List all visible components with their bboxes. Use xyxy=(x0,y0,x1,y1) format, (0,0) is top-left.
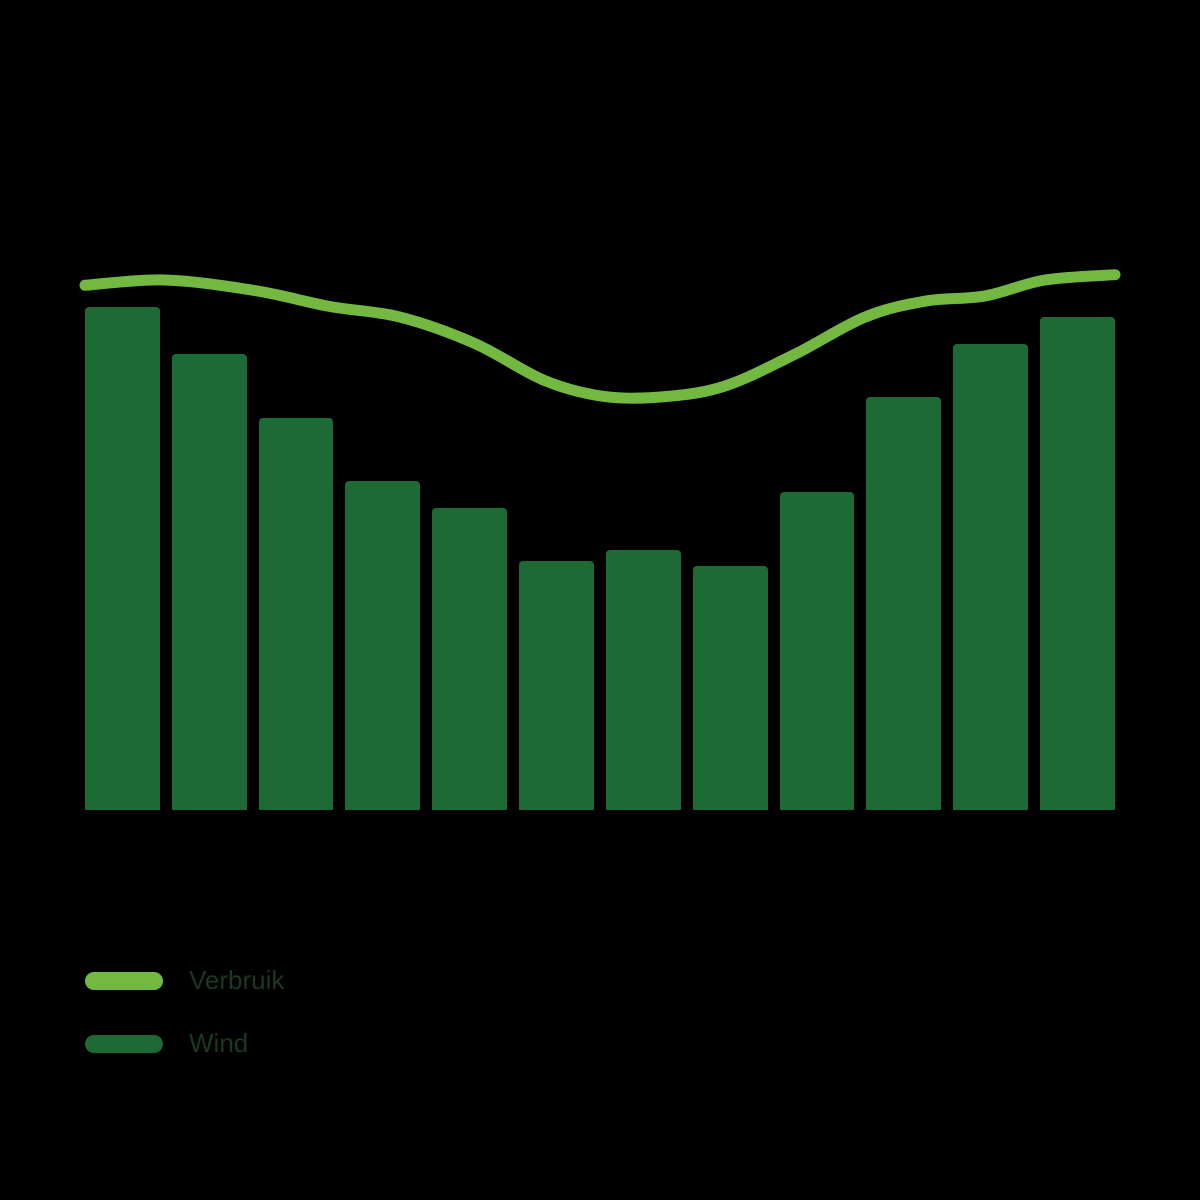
energy-chart xyxy=(85,280,1115,810)
line-series-verbruik xyxy=(85,280,1115,810)
legend-label-wind: Wind xyxy=(189,1028,248,1059)
legend-label-verbruik: Verbruik xyxy=(189,965,284,996)
legend-swatch-verbruik xyxy=(85,972,163,990)
legend-item-verbruik: Verbruik xyxy=(85,965,284,996)
chart-legend: Verbruik Wind xyxy=(85,965,284,1091)
legend-item-wind: Wind xyxy=(85,1028,284,1059)
legend-swatch-wind xyxy=(85,1035,163,1053)
